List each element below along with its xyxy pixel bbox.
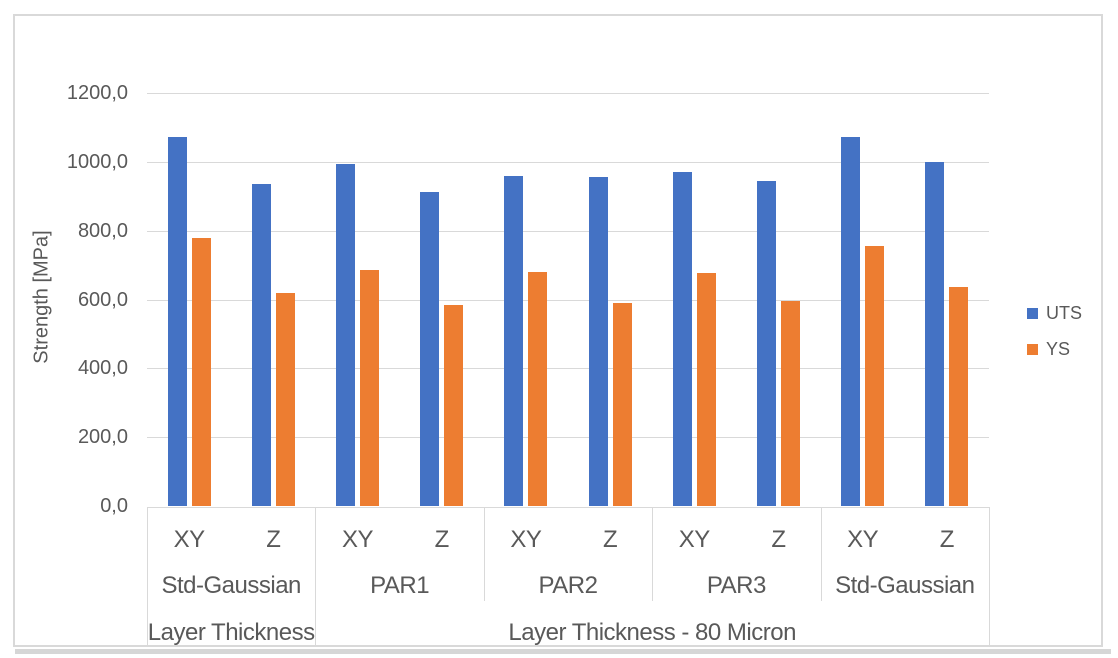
group-label: Std-Gaussian	[161, 572, 301, 599]
legend-item: YS	[1027, 338, 1082, 360]
y-tick-label: 0,0	[100, 495, 128, 517]
group-label: Std-Gaussian	[835, 572, 975, 599]
sub-category-label: XY	[341, 526, 374, 553]
category-separator	[147, 507, 148, 646]
sub-category-label: XY	[847, 526, 879, 553]
group-label: PAR1	[370, 572, 430, 599]
group-label: PAR2	[538, 572, 598, 599]
ys-bar	[865, 246, 885, 506]
uts-bar	[167, 137, 187, 506]
legend-item: UTS	[1027, 302, 1082, 324]
uts-bar	[672, 171, 692, 506]
uts-bar	[757, 180, 776, 506]
gridline	[147, 162, 989, 163]
category-separator	[483, 507, 485, 601]
uts-bar	[841, 137, 861, 506]
outer-category-label: Layer Thickness	[147, 619, 315, 646]
sub-category-label: Z	[266, 526, 281, 553]
category-separator	[315, 507, 317, 646]
uts-bar	[336, 163, 355, 506]
legend-swatch-ys	[1027, 343, 1038, 355]
y-tick-label: 200,0	[77, 426, 128, 448]
sub-category-label: XY	[510, 526, 542, 553]
y-tick-label: 400,0	[77, 357, 128, 379]
sub-category-label: XY	[678, 526, 711, 553]
sub-category-label: Z	[434, 526, 450, 553]
ys-bar	[444, 305, 464, 506]
ys-bar	[949, 286, 969, 506]
ys-bar	[528, 272, 548, 506]
legend: UTS YS	[1027, 302, 1082, 374]
group-label: PAR3	[706, 572, 766, 599]
category-separator	[989, 507, 990, 646]
uts-bar	[588, 177, 608, 506]
ys-bar	[275, 292, 295, 506]
sub-category-label: XY	[173, 526, 206, 553]
legend-label: YS	[1046, 338, 1071, 359]
uts-bar	[420, 192, 440, 506]
uts-bar	[251, 184, 271, 506]
ys-bar	[360, 270, 379, 506]
gridline	[147, 93, 989, 94]
legend-swatch-uts	[1027, 307, 1038, 319]
category-separator	[820, 507, 822, 601]
x-axis-line	[147, 507, 989, 508]
y-tick-label: 600,0	[77, 289, 128, 311]
sub-category-label: Z	[603, 526, 618, 553]
gridline	[147, 300, 989, 301]
ys-bar	[781, 300, 800, 506]
legend-label: UTS	[1046, 302, 1082, 323]
gridline	[147, 368, 989, 369]
uts-bar	[925, 161, 945, 506]
y-tick-label: 800,0	[77, 220, 128, 242]
sub-category-label: Z	[939, 526, 955, 553]
sub-category-label: Z	[771, 526, 786, 553]
y-tick-label: 1200,0	[66, 82, 128, 104]
y-tick-label: 1000,0	[66, 151, 128, 173]
gridline	[147, 231, 989, 232]
uts-bar	[504, 175, 524, 506]
category-separator	[652, 507, 654, 601]
window-edge-shadow	[15, 649, 1111, 654]
ys-bar	[191, 237, 211, 506]
ys-bar	[612, 302, 632, 506]
gridline	[147, 437, 989, 438]
ys-bar	[696, 273, 716, 506]
outer-category-label: Layer Thickness - 80 Micron	[508, 619, 796, 646]
